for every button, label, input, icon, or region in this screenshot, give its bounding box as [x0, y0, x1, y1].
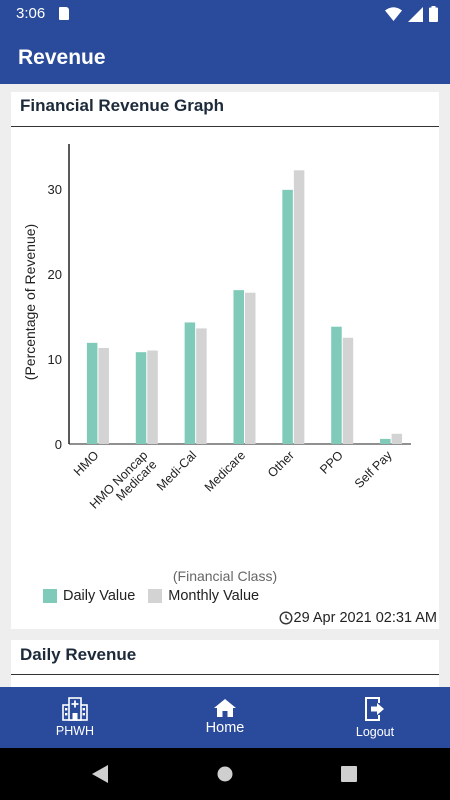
- status-bar: 3:06: [0, 0, 450, 28]
- financial-revenue-graph-card: Financial Revenue Graph 0 10 20 30 (Percenta…: [11, 92, 439, 629]
- wifi-icon: [385, 6, 402, 21]
- x-tick-label: HMO: [71, 448, 102, 479]
- bar-daily: [380, 438, 391, 444]
- bar-daily: [184, 322, 196, 444]
- nav-item-logout[interactable]: Logout: [344, 687, 406, 748]
- x-tick-label: Medicare: [202, 448, 248, 494]
- nav-label-phwh: PHWH: [55, 724, 95, 738]
- legend-swatch-daily: [43, 589, 57, 603]
- x-tick-label: PPO: [317, 448, 346, 477]
- bar-monthly: [147, 350, 158, 444]
- y-tick-label: 10: [48, 352, 62, 367]
- status-time: 3:06: [16, 5, 46, 22]
- bottom-nav: PHWH Home Logout: [0, 687, 450, 748]
- home-circle-icon[interactable]: [217, 766, 233, 782]
- card-divider: [11, 674, 439, 675]
- hospital-icon: [62, 697, 88, 721]
- y-tick-label: 30: [48, 182, 62, 197]
- legend-label-monthly: Monthly Value: [168, 588, 260, 604]
- sd-card-icon: [59, 7, 69, 20]
- bar-daily: [135, 352, 147, 444]
- y-tick-label: 0: [55, 437, 62, 452]
- bar-daily: [282, 189, 293, 444]
- legend-swatch-monthly: [148, 589, 163, 603]
- bar-daily: [86, 342, 98, 444]
- graph-timestamp: 29 Apr 2021 02:31 AM: [278, 610, 438, 626]
- x-tick-label: Other: [265, 448, 297, 480]
- bar-monthly: [391, 433, 403, 444]
- graph-card-title: Financial Revenue Graph: [20, 96, 225, 115]
- bar-monthly: [98, 347, 109, 444]
- daily-revenue-card: Daily Revenue: [11, 640, 439, 687]
- recents-icon[interactable]: [341, 766, 357, 782]
- bar-monthly: [196, 328, 207, 444]
- legend-label-daily: Daily Value: [63, 588, 136, 604]
- legend-item-monthly: Monthly Value: [148, 588, 259, 604]
- system-nav-bar: [0, 748, 450, 800]
- app-bar: Revenue: [0, 28, 450, 84]
- nav-label-home: Home: [205, 720, 245, 736]
- page-title: Revenue: [18, 46, 106, 69]
- x-axis-label: (Financial Class): [173, 568, 277, 584]
- bar-daily: [233, 290, 244, 444]
- chart-legend: Daily Value Monthly Value: [43, 588, 272, 604]
- daily-revenue-title: Daily Revenue: [20, 645, 137, 664]
- bar-monthly: [342, 337, 354, 444]
- battery-icon: [429, 6, 438, 22]
- x-tick-label: Medi-Cal: [154, 448, 199, 493]
- back-icon[interactable]: [92, 765, 108, 783]
- nav-item-home[interactable]: Home: [194, 687, 256, 748]
- y-axis-label: (Percentage of Revenue): [22, 224, 38, 380]
- legend-item-daily: Daily Value: [43, 588, 135, 604]
- x-tick-label: Self Pay: [352, 448, 395, 491]
- logout-icon: [365, 697, 384, 721]
- signal-icon: [408, 6, 423, 22]
- clock-icon: [278, 611, 293, 625]
- bar-monthly: [245, 292, 256, 444]
- y-tick-label: 20: [48, 267, 62, 282]
- home-icon: [214, 699, 236, 717]
- bar-daily: [331, 326, 342, 444]
- nav-item-phwh[interactable]: PHWH: [44, 687, 106, 748]
- nav-label-logout: Logout: [355, 725, 395, 739]
- timestamp-text: 29 Apr 2021 02:31 AM: [293, 610, 438, 626]
- bar-monthly: [293, 170, 305, 445]
- card-divider: [11, 126, 439, 127]
